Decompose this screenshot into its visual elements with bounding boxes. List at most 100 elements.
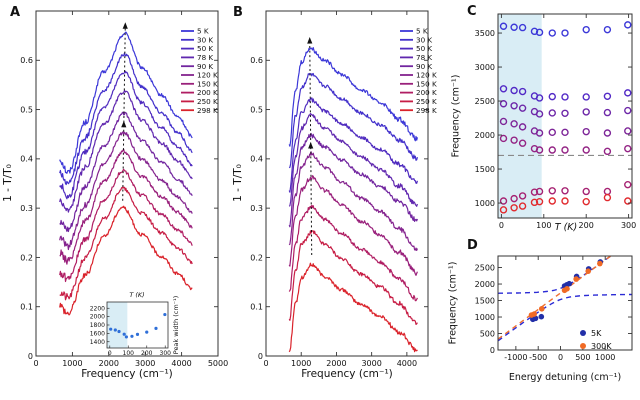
inset-axis-box xyxy=(106,301,169,349)
spectrum-50K xyxy=(288,97,418,193)
y-tick-label: 0 xyxy=(258,352,263,361)
mode-frequency-point xyxy=(499,85,508,93)
peak-width-point xyxy=(163,312,167,317)
y-tick-label: 3000 xyxy=(475,63,495,72)
inset-y-tick-label: 2200 xyxy=(90,305,105,312)
y-tick-label: 0.2 xyxy=(250,253,263,262)
legend-label: 30 K xyxy=(416,35,432,44)
mode-frequency-point xyxy=(548,29,556,37)
mode-frequency-point xyxy=(535,197,544,206)
y-tick-label: 3500 xyxy=(475,29,495,38)
mode-frequency-point xyxy=(582,187,590,196)
x-tick-label: 3000 xyxy=(361,359,381,368)
legend-label: 78 K xyxy=(416,53,432,62)
legend-label: 200 K xyxy=(416,88,437,97)
x-tick-label: 5000 xyxy=(208,359,228,368)
panel-d-label: D xyxy=(467,238,478,253)
mode-frequency-point xyxy=(603,92,612,100)
mode-frequency-point xyxy=(561,93,569,101)
mode-frequency-point xyxy=(510,204,518,212)
panel-c-series-4 xyxy=(499,117,632,137)
y-tick-label: 0.1 xyxy=(20,303,33,312)
arrow-head xyxy=(307,37,313,44)
mode-frequency-point xyxy=(499,22,508,30)
inset-x-tick-label: 0 xyxy=(108,350,112,357)
axis-box xyxy=(497,13,633,219)
panel-c-series-5 xyxy=(499,134,632,156)
spectrum-78K xyxy=(288,113,418,207)
mode-frequency-point xyxy=(518,104,527,112)
lower-polariton-branch xyxy=(497,293,632,342)
arrow-head xyxy=(122,22,128,29)
mode-frequency-point xyxy=(518,139,527,147)
spectrum-5K xyxy=(288,47,418,147)
mode-frequency-point xyxy=(582,127,590,136)
mode-frequency-point xyxy=(582,93,590,101)
panel-c-label: C xyxy=(467,4,477,19)
legend-dot xyxy=(580,343,586,349)
mode-frequency-point xyxy=(624,21,632,29)
arrow-head xyxy=(308,142,314,149)
panel-a-yaxis-title: 1 - T/T₀ xyxy=(2,164,14,202)
mode-frequency-point xyxy=(582,146,590,154)
x-tick-label: 2000 xyxy=(326,359,346,368)
y-tick-label: 0.1 xyxy=(250,303,263,312)
spectrum-250K xyxy=(59,186,193,301)
mode-frequency-point xyxy=(561,109,569,117)
legend-label: 298 K xyxy=(416,106,437,115)
peak-width-point xyxy=(145,330,149,334)
y-tick-label: 0.5 xyxy=(20,105,33,114)
y-tick-label: 0 xyxy=(28,352,33,361)
y-tick-label: 1500 xyxy=(475,165,495,174)
spectrum-30K xyxy=(288,72,418,169)
mode-frequency-point xyxy=(548,146,556,154)
panel-b-xaxis-title: Frequency (cm⁻¹) xyxy=(301,368,393,380)
legend-label: 78 K xyxy=(197,53,213,62)
y-tick-label: 0.6 xyxy=(250,56,263,65)
y-tick-label: 1000 xyxy=(475,199,495,208)
panel-a-xaxis-title: Frequency (cm⁻¹) xyxy=(81,368,173,380)
mode-frequency-point xyxy=(499,197,508,205)
mode-frequency-point xyxy=(535,94,544,102)
y-tick-label: 0.5 xyxy=(250,105,263,114)
peak-width-point xyxy=(122,332,126,336)
mode-frequency-point xyxy=(624,180,632,189)
legend-label: 250 K xyxy=(197,97,218,106)
spectrum-200K xyxy=(59,168,193,283)
y-tick-label: 500 xyxy=(480,329,495,338)
y-tick-label: 2500 xyxy=(475,263,495,272)
panel-c-xaxis-title: T (K) xyxy=(554,222,578,233)
mode-frequency-point xyxy=(535,187,544,196)
mode-frequency-point xyxy=(510,86,518,95)
inset-shaded-region xyxy=(107,302,128,348)
spectrum-298K xyxy=(59,205,193,316)
legend-label: 298 K xyxy=(197,106,218,115)
y-tick-label: 2000 xyxy=(475,131,495,140)
mode-frequency-point xyxy=(499,117,508,126)
x-tick-label: 0 xyxy=(558,353,563,362)
peak-width-point xyxy=(135,332,140,337)
mode-frequency-point xyxy=(548,109,556,117)
spectrum-150K xyxy=(288,175,418,276)
panel-d-plot xyxy=(497,255,632,342)
mode-frequency-point xyxy=(499,206,508,214)
panel-A-curves xyxy=(59,31,193,316)
x-tick-label: 0 xyxy=(263,359,268,368)
x-tick-label: 100 xyxy=(536,221,551,230)
spectrum-5K xyxy=(59,31,193,174)
x-tick-label: 0 xyxy=(499,221,504,230)
legend-label: 150 K xyxy=(416,79,437,88)
mode-frequency-point xyxy=(535,129,544,137)
axis-box xyxy=(35,10,219,357)
y-tick-label: 0.3 xyxy=(20,204,33,213)
peak-width-point xyxy=(117,329,121,334)
legend-label: 90 K xyxy=(416,62,432,71)
legend-label: 30 K xyxy=(197,35,213,44)
legend-label: 5K xyxy=(591,329,602,338)
x-tick-label: 300 xyxy=(621,221,636,230)
mode-frequency-point xyxy=(624,106,632,115)
mode-frequency-point xyxy=(561,146,569,154)
legend-label: 300K xyxy=(591,342,612,351)
